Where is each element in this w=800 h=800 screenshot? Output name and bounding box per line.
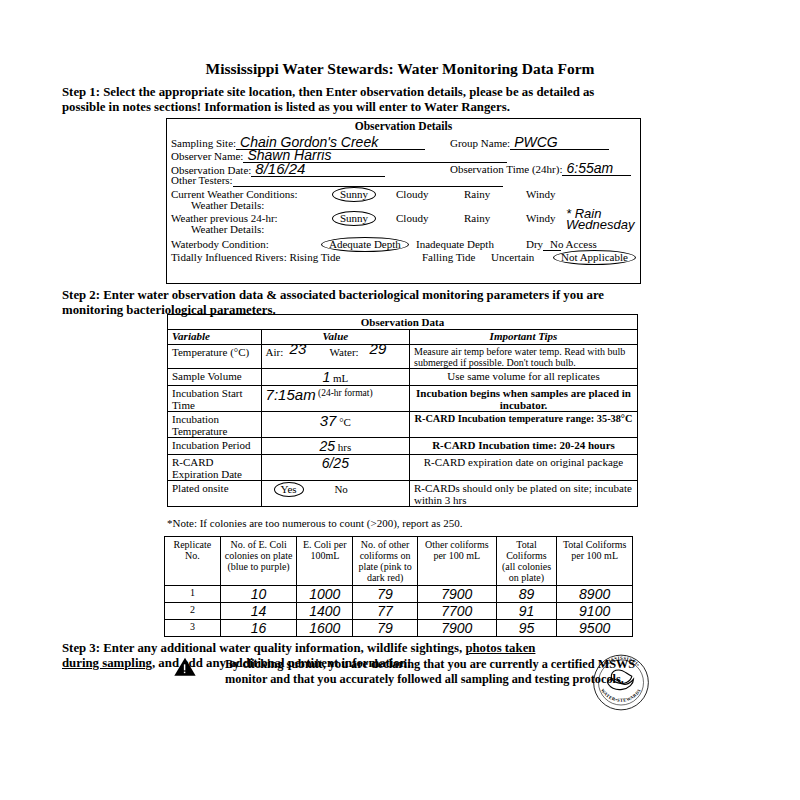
svg-text:•MISSISSIPPI•: •MISSISSIPPI• [601,656,640,668]
